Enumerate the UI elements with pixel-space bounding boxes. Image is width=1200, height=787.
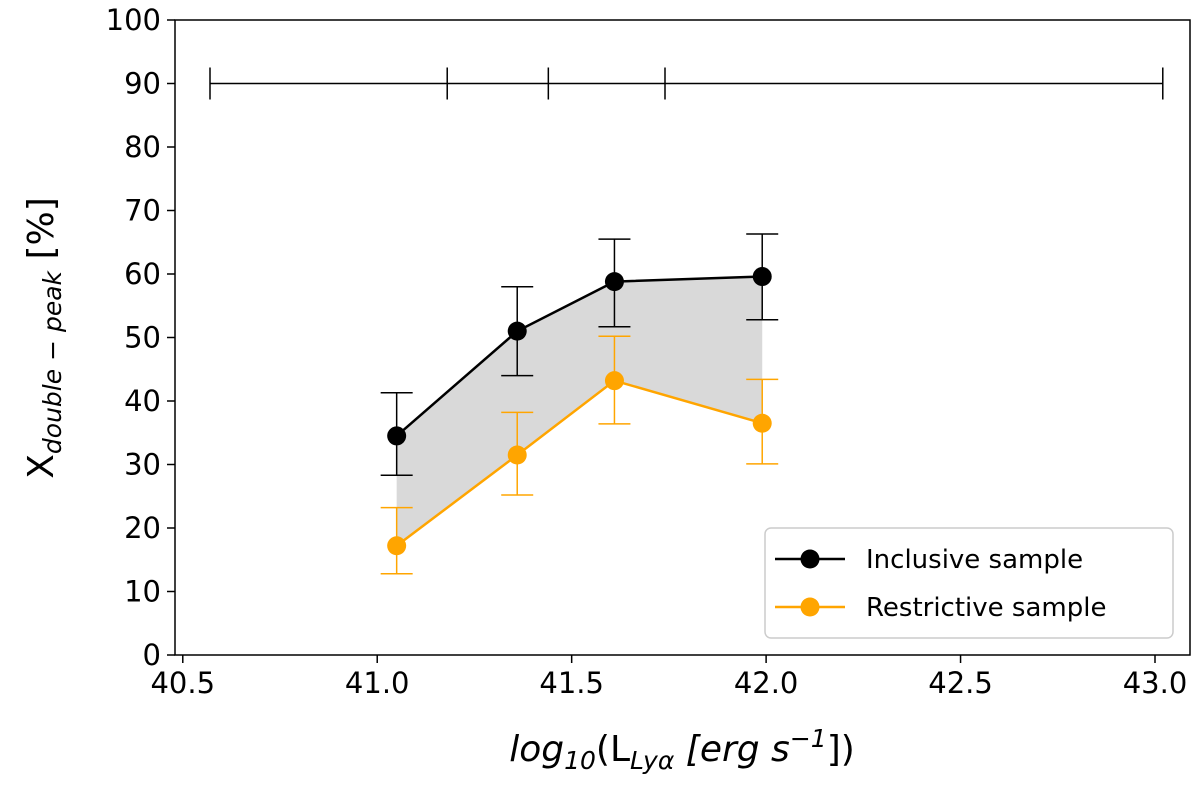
- x-tick-label: 40.5: [150, 666, 215, 700]
- legend-box: [764, 527, 1174, 639]
- x-axis-label: log10(LLyα [erg s−1]): [509, 724, 855, 775]
- restrictive-point-2: [604, 371, 624, 391]
- inclusive-point-3: [752, 267, 772, 287]
- y-tick-label: 90: [124, 67, 161, 101]
- x-tick-label: 42.5: [928, 666, 993, 700]
- y-tick-label: 10: [124, 575, 161, 609]
- inclusive-series-line: [395, 275, 763, 437]
- y-tick-label: 20: [124, 511, 161, 545]
- restrictive-series-line: [395, 379, 763, 547]
- inclusive-point-1: [507, 321, 527, 341]
- restrictive-point-0: [387, 536, 407, 556]
- y-tick-label: 30: [124, 448, 161, 482]
- inclusive-point-0: [387, 426, 407, 446]
- x-tick-label: 42.0: [734, 666, 799, 700]
- y-tick-label: 50: [124, 321, 161, 355]
- legend-label-inclusive: Inclusive sample: [866, 545, 1083, 575]
- y-tick-label: 80: [124, 130, 161, 164]
- fill-between-region: [396, 276, 763, 546]
- x-tick-label: 41.5: [539, 666, 604, 700]
- legend-marker-inclusive: [800, 549, 820, 569]
- y-axis-label: Xdouble − peak [%]: [21, 197, 67, 479]
- restrictive-point-1: [507, 445, 527, 465]
- legend: Inclusive sample Restrictive sample: [764, 527, 1174, 639]
- y-tick-label: 60: [124, 257, 161, 291]
- legend-label-restrictive: Restrictive sample: [866, 593, 1106, 623]
- y-tick-label: 0: [143, 638, 161, 672]
- y-tick-label: 70: [124, 194, 161, 228]
- legend-marker-restrictive: [800, 597, 820, 617]
- restrictive-point-3: [752, 413, 772, 433]
- axes: 40.5 41.0 41.5 42.0 42.5 43.0 0 10 20 30 40 50 60 70 8…: [106, 3, 1191, 700]
- inclusive-point-2: [604, 272, 624, 292]
- x-tick-label: 41.0: [345, 666, 410, 700]
- y-tick-label: 40: [124, 384, 161, 418]
- x-tick-label: 43.0: [1123, 666, 1188, 700]
- y-tick-label: 100: [106, 3, 161, 37]
- plot-area: [209, 67, 1164, 575]
